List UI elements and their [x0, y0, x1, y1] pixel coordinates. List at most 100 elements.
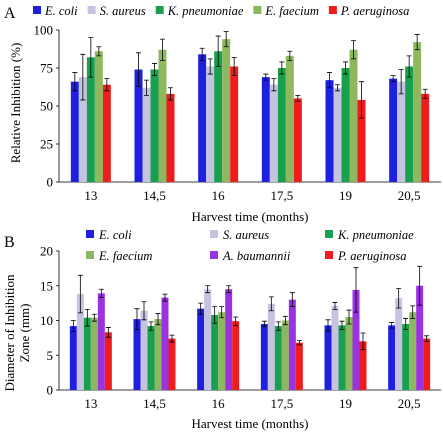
panel-b-x-tick-label: 13 [84, 396, 97, 411]
panel-b-bar-e-faecium-20-5 [409, 312, 417, 390]
panel-a-group-13 [70, 37, 111, 182]
panel-a-error-bar-s-aureus-16 [207, 58, 213, 75]
panel-a-legend: E. coli S. aureus K. pneumoniae E. faecium P… [33, 4, 409, 18]
panel-b-bar-k-pneumoniae-17-5 [274, 326, 282, 390]
panel-b-legend-label-p-aeruginosa: P. aeruginosa [337, 249, 407, 263]
panel-a-error-bar-p-aeruginosa-17-5 [295, 94, 301, 102]
panel-b-error-bar-s-aureus-13 [77, 274, 83, 314]
panel-b-error-bar-k-pneumoniae-13 [84, 308, 90, 327]
panel-a-x-tick-label: 16 [212, 188, 226, 203]
panel-a-error-bar-s-aureus-13 [80, 53, 86, 101]
panel-b-bar-e-coli-20-5 [388, 325, 396, 390]
panel-a-error-bar-e-faecium-20-5 [414, 34, 420, 51]
panel-b-group-20-5 [388, 265, 431, 390]
panel-a-y-tick-label: 25 [40, 137, 53, 152]
panel-b-bar-a-baumannii-14-5 [161, 297, 169, 390]
panel-a-error-bar-p-aeruginosa-14-5 [168, 87, 173, 101]
panel-a-group-16 [198, 31, 239, 183]
panel-a-error-bar-e-coli-19 [327, 72, 332, 89]
panel-a: A E. coli S. aureus K. pneumoniae E. faeciu… [4, 4, 441, 224]
panel-b-bar-s-aureus-19 [331, 305, 339, 390]
panel-a-bar-p-aeruginosa-17-5 [293, 98, 302, 182]
panel-b-bar-e-faecium-14-5 [154, 319, 162, 390]
panel-b-error-bar-a-baumannii-13 [98, 288, 104, 298]
panel-a-group-19 [325, 40, 366, 183]
panel-b-x-axis-title: Harvest time (months) [192, 416, 309, 431]
panel-b-bar-e-coli-14-5 [133, 319, 141, 390]
panel-b-x-tick-label: 19 [339, 396, 352, 411]
panel-a-x-tick-label: 19 [339, 188, 352, 203]
panel-b-error-bar-e-faecium-16 [219, 306, 225, 319]
panel-a-legend-label-s-aureus: S. aureus [100, 4, 146, 18]
panel-b-group-14-5 [133, 293, 176, 390]
panel-b-error-bar-s-aureus-17-5 [268, 296, 274, 312]
panel-b-legend-label-e-faecium: E. faecium [98, 249, 152, 263]
panel-b-bar-k-pneumoniae-19 [338, 325, 346, 390]
panel-b-bar-s-aureus-16 [204, 289, 212, 390]
panel-b-bar-e-faecium-17-5 [281, 320, 289, 390]
panel-b-error-bar-k-pneumoniae-16 [212, 306, 218, 324]
panel-b-y-tick-label: 10 [40, 313, 53, 328]
panel-a-x-tick-label: 20,5 [398, 188, 421, 203]
panel-a-bar-p-aeruginosa-14-5 [166, 93, 175, 182]
panel-b-bar-e-coli-19 [324, 325, 332, 390]
panel-a-legend-swatch-e-coli [33, 6, 41, 14]
panel-b-error-bar-s-aureus-19 [332, 302, 338, 310]
panel-b-y-tick-label: 0 [47, 383, 54, 398]
panel-a-bar-k-pneumoniae-13 [86, 57, 95, 182]
panel-b-label: B [4, 234, 15, 251]
panel-a-error-bar-k-pneumoniae-13 [88, 37, 94, 78]
panel-b-error-bar-k-pneumoniae-20-5 [403, 318, 409, 330]
panel-a-bar-e-faecium-14-5 [158, 49, 167, 183]
panel-a-x-tick-label: 17,5 [270, 188, 293, 203]
panel-b-bar-p-aeruginosa-20-5 [423, 338, 431, 390]
panel-b-legend-swatch-a-baumannii [210, 251, 218, 259]
panel-b-bar-e-faecium-19 [345, 317, 353, 390]
panel-a-bar-p-aeruginosa-19 [357, 99, 366, 182]
panel-a-legend-label-e-coli: E. coli [44, 4, 78, 18]
panel-b-legend-label-a-baumannii: A. baumannii [222, 249, 291, 263]
panel-a-legend-label-p-aeruginosa: P. aeruginosa [340, 4, 410, 18]
panel-a-legend-label-e-faecium: E. faecium [264, 4, 318, 18]
panel-a-error-bar-e-faecium-19 [351, 40, 356, 60]
panel-b-x-tick-label: 20,5 [398, 396, 421, 411]
panel-a-axes [58, 30, 441, 183]
panel-b-bar-s-aureus-20-5 [395, 298, 403, 390]
panel-b-legend-swatch-k-pneumoniae [325, 230, 333, 238]
panel-a-bar-e-coli-17-5 [261, 77, 270, 182]
panel-b-bar-k-pneumoniae-16 [211, 314, 219, 390]
panel-b-y-tick-label: 15 [40, 278, 53, 293]
panel-a-bar-e-faecium-20-5 [413, 42, 422, 182]
panel-a-bar-s-aureus-20-5 [397, 81, 406, 182]
panel-b-error-bar-p-aeruginosa-16 [233, 316, 239, 326]
panel-b-error-bar-k-pneumoniae-19 [339, 320, 345, 330]
panel-b-error-bar-e-coli-20-5 [389, 322, 395, 329]
panel-b-bar-a-baumannii-13 [97, 293, 105, 390]
panel-a-error-bar-s-aureus-20-5 [398, 69, 404, 95]
panel-a-bar-e-faecium-16 [222, 39, 231, 183]
panel-b-bar-p-aeruginosa-13 [104, 332, 112, 390]
panel-b-bar-s-aureus-17-5 [267, 303, 275, 390]
panel-b-error-bar-p-aeruginosa-20-5 [424, 335, 430, 342]
panel-b-legend-swatch-e-faecium [86, 251, 94, 259]
panel-b-x-tick-label: 17,5 [270, 396, 293, 411]
panel-b-error-bar-p-aeruginosa-13 [105, 327, 111, 338]
panel-a-group-17-5 [261, 50, 302, 183]
panel-a-error-bar-k-pneumoniae-19 [343, 61, 348, 75]
panel-a-bar-s-aureus-13 [78, 77, 87, 182]
panel-b-error-bar-e-faecium-14-5 [155, 313, 161, 326]
panel-b-error-bar-e-coli-19 [325, 319, 331, 332]
panel-a-error-bar-k-pneumoniae-20-5 [406, 55, 412, 78]
panel-b-error-bar-e-coli-17-5 [261, 320, 267, 328]
panel-b-legend-swatch-e-coli [86, 230, 94, 238]
panel-a-bar-e-coli-16 [198, 54, 207, 182]
panel-a-error-bar-e-faecium-16 [223, 31, 229, 48]
panel-b-error-bar-e-faecium-19 [346, 309, 352, 325]
panel-b-legend-swatch-s-aureus [210, 230, 218, 238]
panel-b-y-tick-label: 20 [40, 244, 53, 259]
panel-a-group-14-5 [134, 38, 175, 183]
panel-a-bar-s-aureus-16 [206, 66, 215, 182]
panel-b-bar-s-aureus-14-5 [140, 310, 148, 390]
panel-b-legend-swatch-p-aeruginosa [325, 251, 333, 259]
